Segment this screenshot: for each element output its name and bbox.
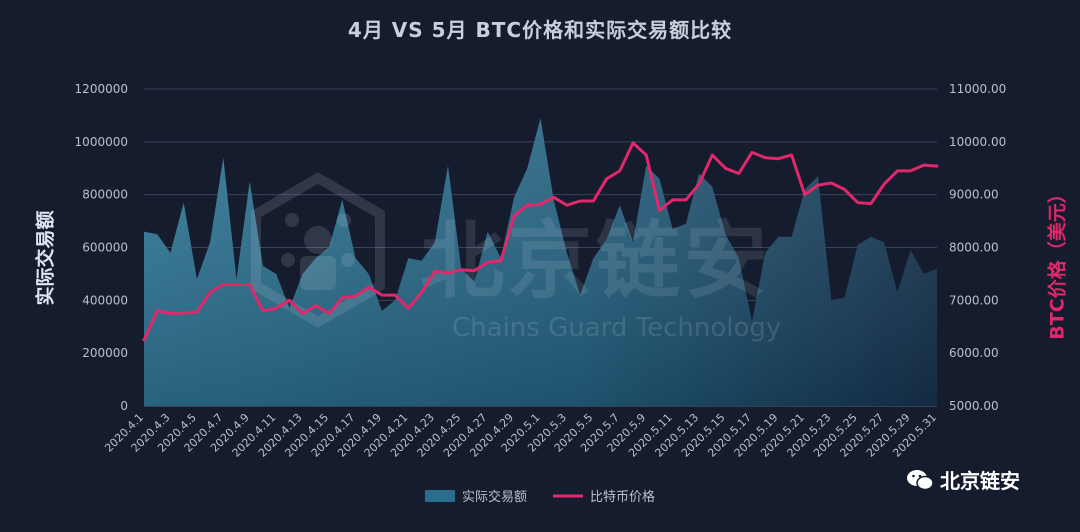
right-axis-ticks: 5000.00 6000.00 7000.00 8000.00 9000.00 10000… (949, 82, 1006, 413)
y-right-tick-label: 5000.00 (949, 399, 999, 413)
left-axis-ticks: 0 200000 400000 600000 800000 1000000 1200000 (75, 82, 128, 413)
y-right-tick-label: 7000.00 (949, 293, 999, 307)
y-right-tick-label: 9000.00 (949, 188, 999, 202)
y-left-tick-label: 200000 (82, 346, 128, 360)
series-line-layer (142, 141, 939, 342)
series-area-shade (144, 118, 937, 406)
wechat-icon (906, 468, 934, 492)
y-left-tick-label: 800000 (82, 188, 128, 202)
brand-name: 北京链安 (940, 469, 1020, 493)
y-axis-left-label: 实际交易额 (34, 210, 57, 306)
series-area-layer (144, 118, 937, 406)
x-axis-ticks: 2020.4.12020.4.32020.4.52020.4.72020.4.9… (102, 411, 939, 460)
legend-label-line: 比特币价格 (590, 489, 655, 505)
y-left-tick-label: 400000 (82, 293, 128, 307)
legend-swatch-area (425, 490, 455, 502)
watermark: 北京链安 Chains Guard Technology (251, 172, 781, 343)
y-left-tick-label: 1000000 (75, 135, 128, 149)
y-left-tick-label: 600000 (82, 241, 128, 255)
legend: 实际交易额 比特币价格 (425, 489, 655, 505)
y-axis-right-label: BTC价格（美元） (1046, 184, 1069, 340)
chart-title: 4月 VS 5月 BTC价格和实际交易额比较 (347, 18, 733, 42)
y-left-tick-label: 1200000 (75, 82, 128, 96)
y-right-tick-label: 8000.00 (949, 241, 999, 255)
y-left-tick-label: 0 (120, 399, 128, 413)
legend-label-area: 实际交易额 (462, 489, 527, 505)
y-right-tick-label: 11000.00 (949, 82, 1006, 96)
watermark-cn: 北京链安 (420, 212, 772, 310)
watermark-logo (251, 172, 385, 328)
y-right-tick-label: 10000.00 (949, 135, 1006, 149)
watermark-en: Chains Guard Technology (452, 313, 781, 343)
series-line-btc-price (142, 141, 939, 342)
y-right-tick-label: 6000.00 (949, 346, 999, 360)
brand-badge: 北京链安 (906, 465, 1020, 494)
